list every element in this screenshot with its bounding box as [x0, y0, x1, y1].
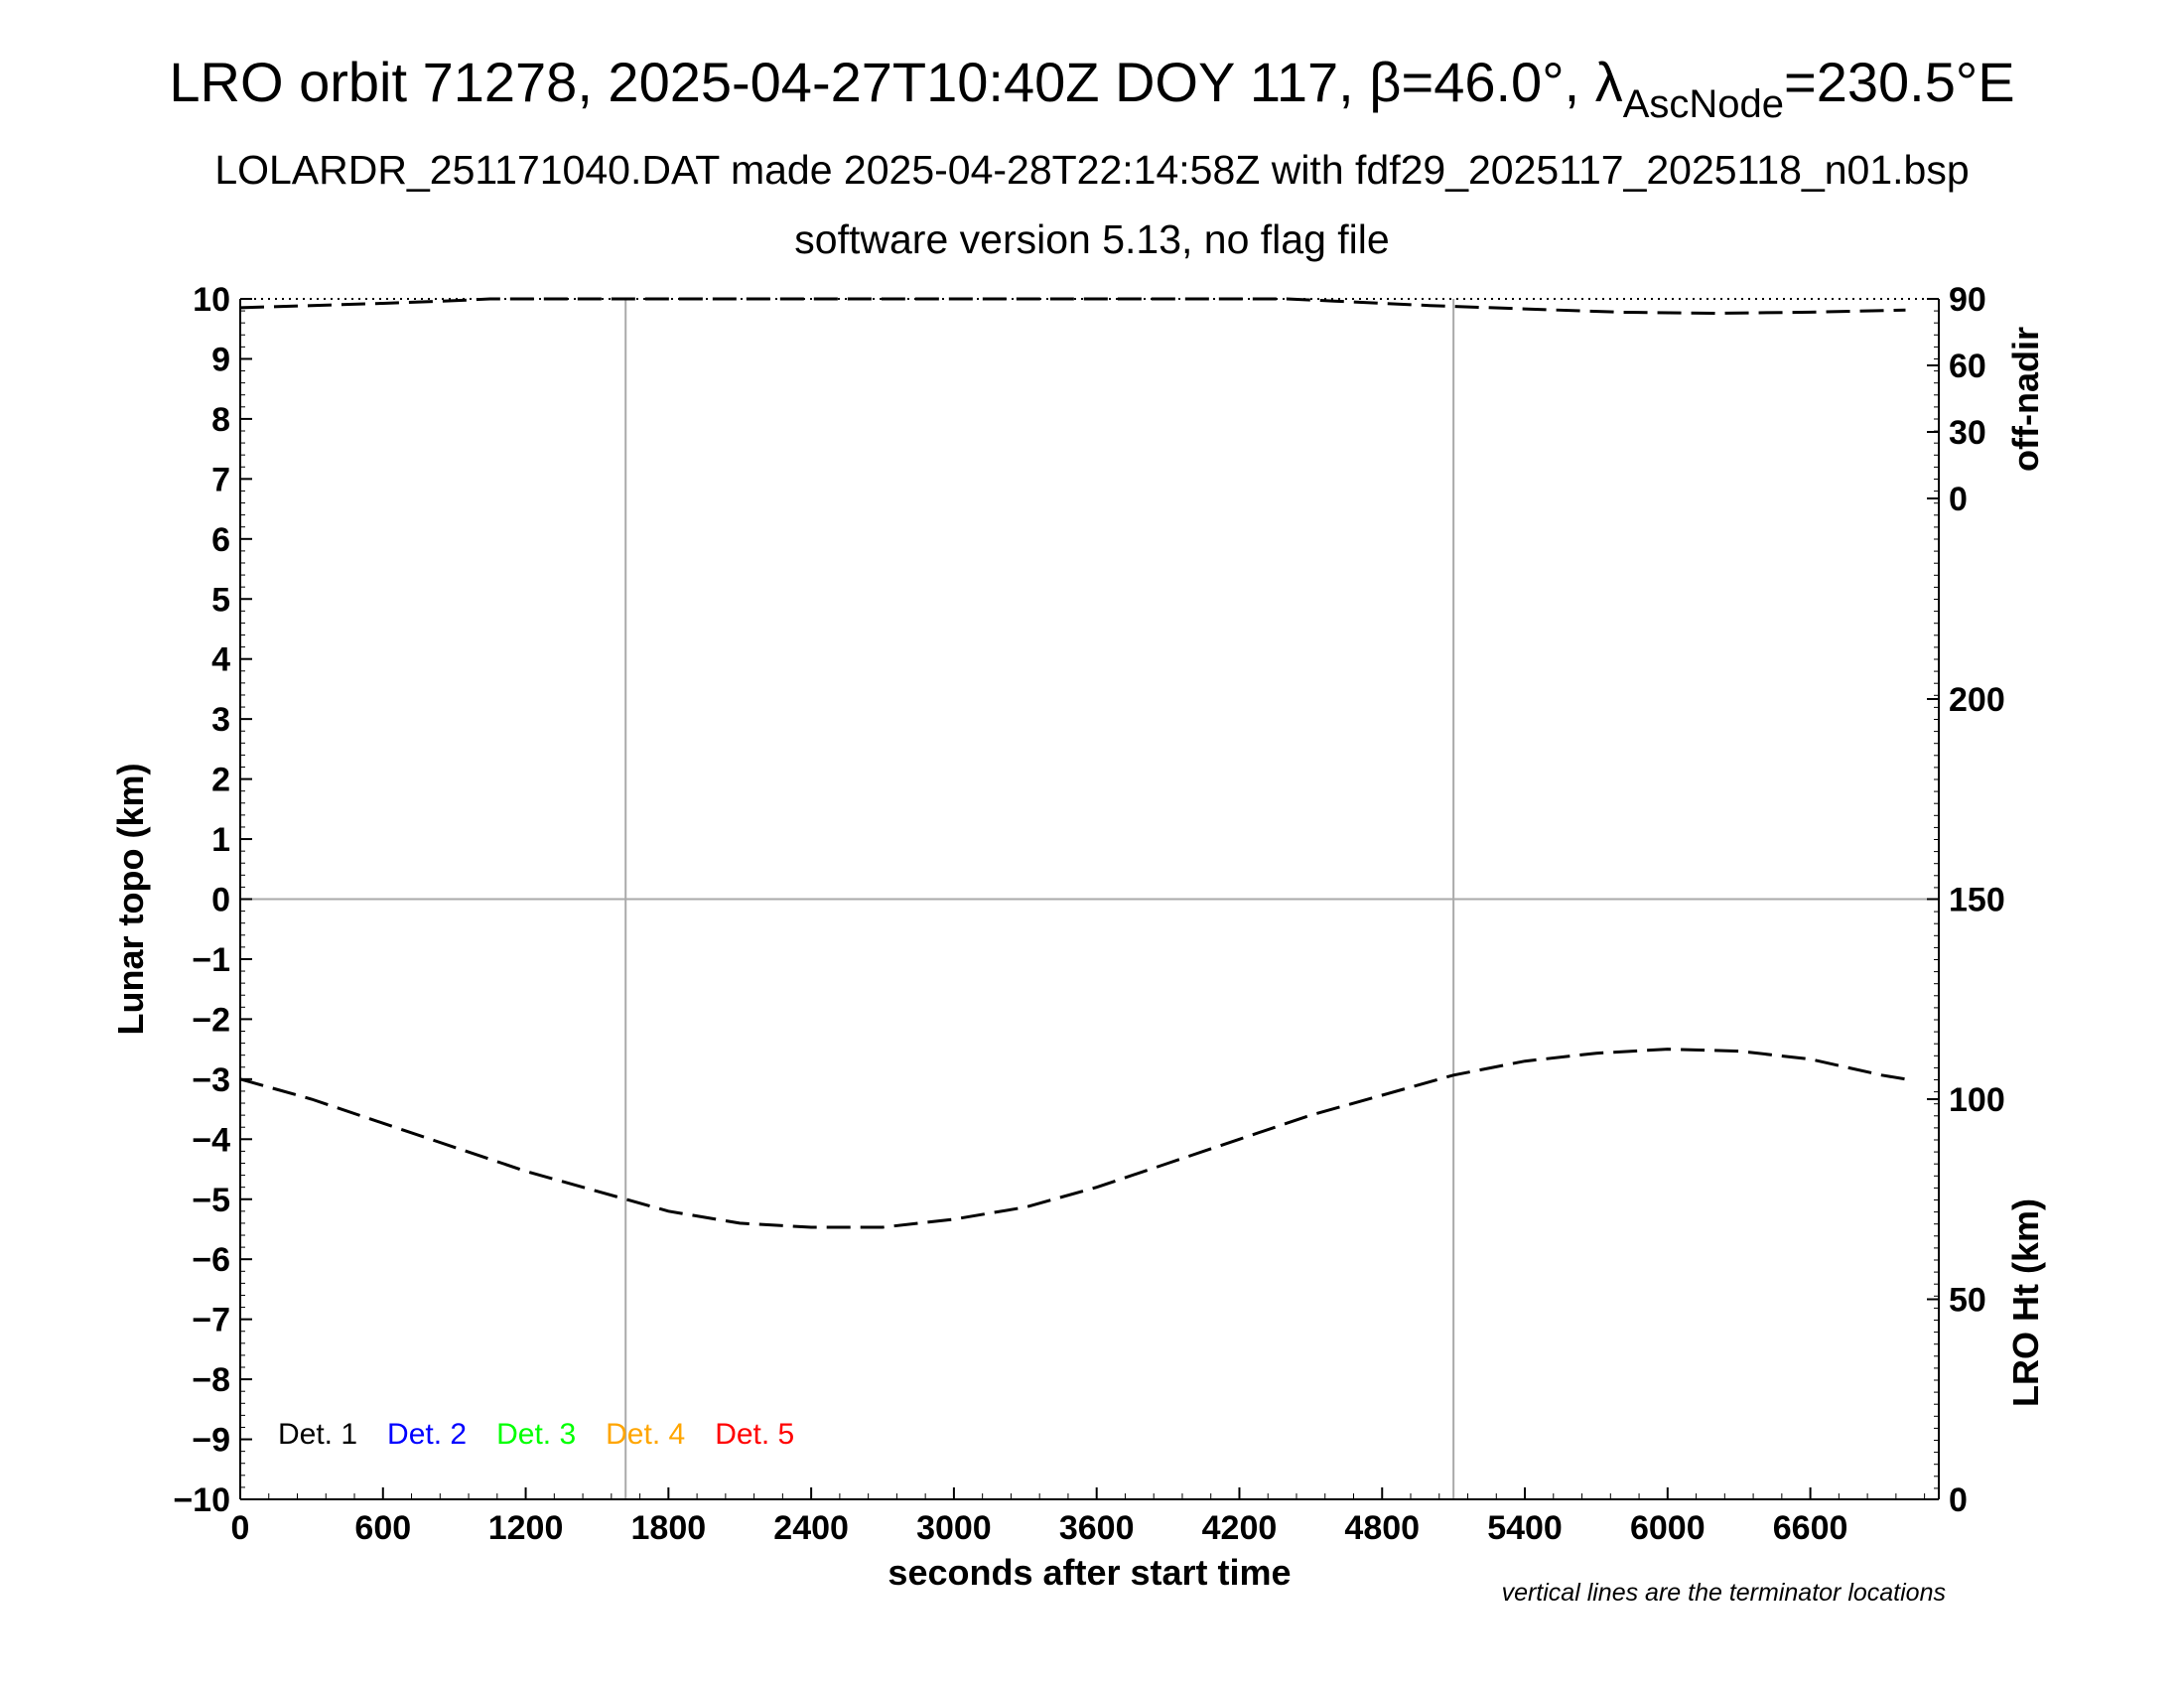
off-nadir-tick-label: 0	[1949, 481, 1968, 518]
y-axis-label: Lunar topo (km)	[110, 764, 151, 1036]
off-nadir-tick-label: 90	[1949, 281, 1986, 319]
footnote: vertical lines are the terminator locati…	[1501, 1579, 1946, 1607]
x-tick-label: 0	[231, 1509, 250, 1547]
legend-item-det-4: Det. 4	[606, 1418, 686, 1451]
off-nadir-series	[239, 297, 1906, 316]
x-tick-label: 4800	[1344, 1509, 1420, 1547]
legend-item-det-3: Det. 3	[496, 1418, 577, 1451]
y-tick-label: −2	[192, 1001, 230, 1039]
off-nadir-tick-label: 30	[1949, 414, 1986, 452]
y-tick-label: −3	[192, 1061, 230, 1099]
x-tick-label: 1800	[631, 1509, 707, 1547]
lro-ht-axis-label: LRO Ht (km)	[2005, 1198, 2046, 1407]
y-tick-label: −7	[192, 1302, 230, 1339]
y-tick-label: 3	[211, 701, 230, 739]
legend-item-det-1: Det. 1	[278, 1418, 358, 1451]
chart-title-subscript: AscNode	[1622, 82, 1785, 126]
x-tick-label: 3000	[916, 1509, 992, 1547]
chart-title-main: LRO orbit 71278, 2025-04-27T10:40Z DOY 1…	[169, 51, 1623, 113]
y-tick-label: 5	[211, 581, 230, 619]
x-tick-label: 600	[354, 1509, 411, 1547]
y-tick-label: −10	[173, 1481, 230, 1519]
lro-ht-tick-label: 150	[1949, 882, 2005, 919]
y-tick-label: 2	[211, 762, 230, 799]
y-tick-label: 8	[211, 401, 230, 439]
x-axis-label: seconds after start time	[887, 1552, 1291, 1593]
legend-item-det-2: Det. 2	[387, 1418, 468, 1451]
y-tick-label: −5	[192, 1182, 230, 1219]
off-nadir-tick-label: 60	[1949, 348, 1986, 385]
x-tick-label: 3600	[1059, 1509, 1135, 1547]
lro-ht-tick-label: 0	[1949, 1481, 1968, 1519]
lro-ht-series	[239, 1048, 1906, 1229]
y-tick-label: 9	[211, 341, 230, 378]
chart-subtitle-version: software version 5.13, no flag file	[794, 216, 1390, 262]
x-tick-label: 1200	[488, 1509, 564, 1547]
lro-ht-tick-label: 100	[1949, 1081, 2005, 1119]
y-tick-label: 1	[211, 821, 230, 859]
y-tick-label: 7	[211, 461, 230, 498]
y-tick-label: −1	[192, 941, 230, 979]
lro-ht-tick-label: 50	[1949, 1282, 1986, 1320]
lro-ht-tick-label: 200	[1949, 681, 2005, 719]
y-tick-label: −9	[192, 1422, 230, 1460]
x-tick-label: 5400	[1487, 1509, 1563, 1547]
y-tick-label: 4	[211, 641, 230, 679]
y-tick-label: −8	[192, 1361, 230, 1399]
y-tick-label: −6	[192, 1241, 230, 1279]
chart-title: LRO orbit 71278, 2025-04-27T10:40Z DOY 1…	[0, 48, 2184, 126]
y-tick-label: −4	[192, 1121, 230, 1159]
y-tick-label: 0	[211, 882, 230, 919]
x-tick-label: 6600	[1773, 1509, 1848, 1547]
y-tick-label: 10	[193, 281, 230, 319]
legend: Det. 1 Det. 2 Det. 3 Det. 4 Det. 5	[278, 1418, 824, 1452]
x-tick-label: 2400	[773, 1509, 849, 1547]
chart-subtitle-file: LOLARDR_251171040.DAT made 2025-04-28T22…	[214, 147, 1970, 193]
legend-item-det-5: Det. 5	[715, 1418, 795, 1451]
chart-title-suffix: =230.5°E	[1784, 51, 2015, 113]
y-tick-label: 6	[211, 521, 230, 559]
x-tick-label: 4200	[1202, 1509, 1278, 1547]
off-nadir-axis-label: off-nadir	[2005, 327, 2046, 472]
x-tick-label: 6000	[1630, 1509, 1706, 1547]
